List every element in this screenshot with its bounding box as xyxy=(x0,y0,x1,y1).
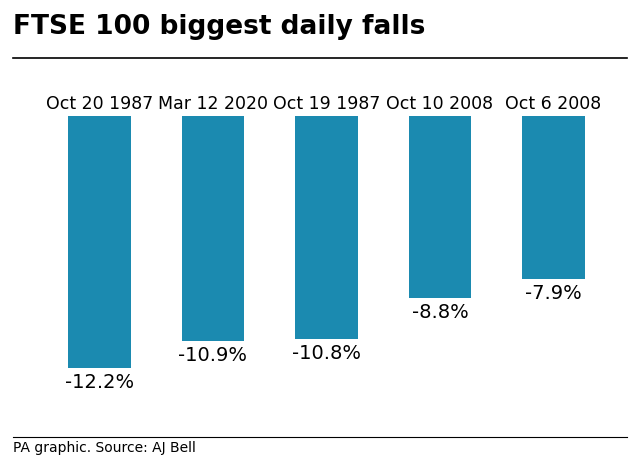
Text: Oct 6 2008: Oct 6 2008 xyxy=(506,95,602,113)
Text: Oct 10 2008: Oct 10 2008 xyxy=(387,95,493,113)
Text: Oct 19 1987: Oct 19 1987 xyxy=(273,95,380,113)
Text: -7.9%: -7.9% xyxy=(525,284,582,304)
Text: Oct 20 1987: Oct 20 1987 xyxy=(45,95,153,113)
Bar xyxy=(182,116,244,341)
Text: -10.9%: -10.9% xyxy=(179,347,248,365)
Text: -12.2%: -12.2% xyxy=(65,373,134,392)
Bar xyxy=(68,116,131,368)
Text: -8.8%: -8.8% xyxy=(412,303,468,322)
Text: Mar 12 2020: Mar 12 2020 xyxy=(158,95,268,113)
Bar xyxy=(409,116,471,298)
Bar xyxy=(522,116,584,279)
Text: PA graphic. Source: AJ Bell: PA graphic. Source: AJ Bell xyxy=(13,441,196,455)
Bar xyxy=(295,116,358,339)
Text: FTSE 100 biggest daily falls: FTSE 100 biggest daily falls xyxy=(13,14,425,40)
Text: -10.8%: -10.8% xyxy=(292,344,361,363)
